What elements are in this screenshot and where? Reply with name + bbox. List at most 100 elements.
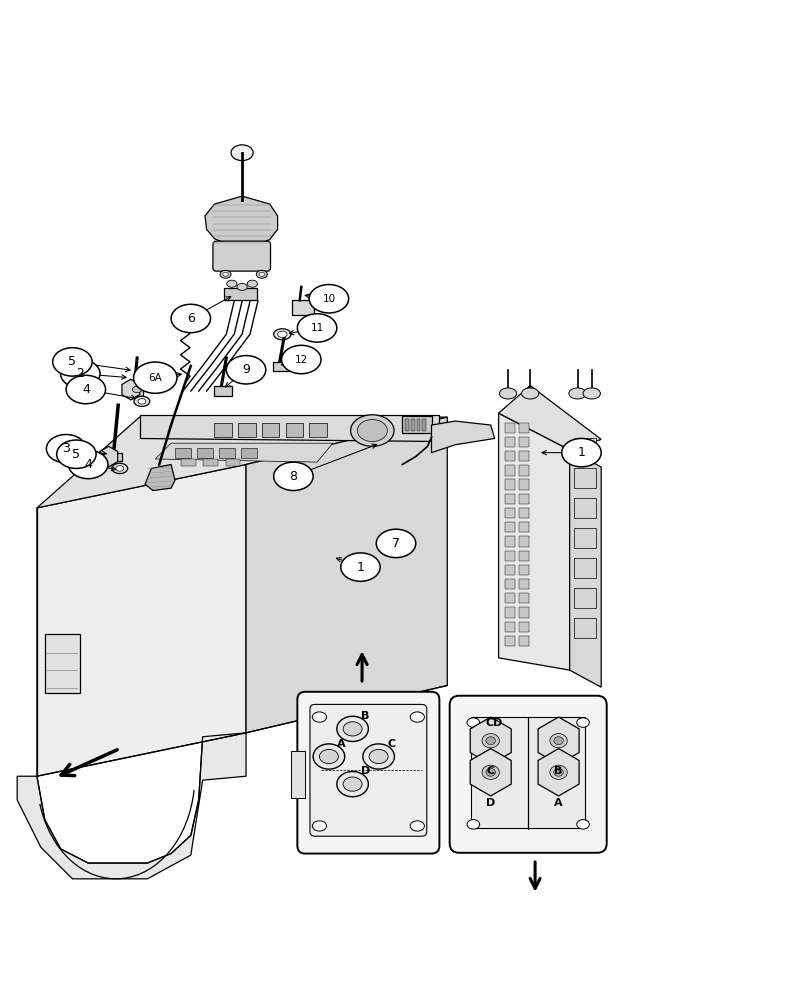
- Polygon shape: [499, 413, 569, 670]
- Polygon shape: [37, 417, 447, 508]
- Bar: [291, 751, 305, 798]
- Bar: [181, 459, 196, 466]
- Ellipse shape: [562, 438, 601, 467]
- Bar: [573, 618, 596, 638]
- FancyBboxPatch shape: [297, 692, 440, 854]
- Bar: [262, 423, 280, 437]
- Ellipse shape: [132, 386, 142, 393]
- Bar: [505, 607, 515, 618]
- Bar: [417, 419, 421, 431]
- Text: 4: 4: [84, 458, 92, 471]
- FancyBboxPatch shape: [450, 696, 607, 853]
- Polygon shape: [17, 733, 246, 879]
- Bar: [226, 459, 240, 466]
- Ellipse shape: [583, 388, 600, 399]
- Ellipse shape: [554, 768, 563, 776]
- Ellipse shape: [521, 388, 539, 399]
- Text: 4: 4: [82, 383, 89, 396]
- Polygon shape: [205, 196, 278, 246]
- Ellipse shape: [319, 749, 338, 764]
- Text: 5: 5: [72, 448, 80, 461]
- Bar: [573, 438, 596, 458]
- Bar: [505, 551, 515, 561]
- Ellipse shape: [274, 462, 313, 491]
- Text: C: C: [486, 766, 495, 776]
- Text: D: D: [486, 798, 495, 808]
- Bar: [505, 437, 515, 447]
- Ellipse shape: [134, 362, 177, 393]
- Bar: [273, 362, 288, 371]
- Text: 2: 2: [76, 367, 84, 380]
- Text: 6A: 6A: [148, 373, 162, 383]
- Text: 9: 9: [242, 363, 250, 376]
- Text: 11: 11: [310, 323, 324, 333]
- Ellipse shape: [486, 768, 496, 776]
- Text: 12: 12: [295, 355, 308, 365]
- Bar: [519, 607, 529, 618]
- Bar: [505, 522, 515, 532]
- Bar: [291, 300, 314, 315]
- Bar: [215, 423, 232, 437]
- Ellipse shape: [467, 718, 480, 727]
- Ellipse shape: [223, 272, 228, 276]
- Bar: [519, 423, 529, 433]
- Ellipse shape: [550, 765, 567, 779]
- Text: 10: 10: [322, 294, 336, 304]
- Bar: [45, 634, 80, 693]
- Ellipse shape: [297, 314, 337, 342]
- Text: 3: 3: [62, 442, 70, 455]
- Bar: [505, 479, 515, 490]
- Ellipse shape: [68, 450, 108, 479]
- Bar: [519, 565, 529, 575]
- Ellipse shape: [278, 331, 287, 337]
- Polygon shape: [499, 386, 601, 450]
- Text: CD: CD: [486, 718, 504, 728]
- Bar: [519, 593, 529, 603]
- Text: 7: 7: [392, 537, 400, 550]
- Bar: [411, 419, 415, 431]
- Ellipse shape: [337, 716, 368, 742]
- Bar: [505, 508, 515, 518]
- Bar: [573, 468, 596, 488]
- Bar: [204, 459, 218, 466]
- Ellipse shape: [410, 821, 425, 831]
- Polygon shape: [139, 415, 440, 441]
- Ellipse shape: [500, 388, 516, 399]
- Polygon shape: [569, 450, 601, 687]
- FancyBboxPatch shape: [310, 704, 427, 836]
- Bar: [519, 479, 529, 490]
- Bar: [505, 536, 515, 547]
- Bar: [106, 453, 122, 461]
- Ellipse shape: [231, 145, 253, 161]
- Text: B: B: [554, 766, 563, 776]
- Bar: [505, 622, 515, 632]
- Bar: [519, 465, 529, 476]
- Bar: [573, 498, 596, 518]
- Bar: [519, 494, 529, 504]
- Bar: [406, 419, 409, 431]
- Ellipse shape: [313, 744, 345, 769]
- Text: 1: 1: [356, 561, 364, 574]
- Ellipse shape: [554, 737, 563, 745]
- Bar: [471, 717, 585, 828]
- Ellipse shape: [486, 737, 496, 745]
- Polygon shape: [37, 464, 246, 776]
- Bar: [505, 465, 515, 476]
- Ellipse shape: [577, 820, 589, 829]
- Ellipse shape: [309, 285, 348, 313]
- Ellipse shape: [66, 375, 105, 404]
- Ellipse shape: [312, 712, 326, 722]
- Bar: [519, 451, 529, 461]
- Bar: [219, 448, 235, 458]
- Ellipse shape: [53, 348, 92, 376]
- Bar: [519, 522, 529, 532]
- Ellipse shape: [369, 749, 388, 764]
- Bar: [175, 448, 191, 458]
- Text: 6: 6: [187, 312, 195, 325]
- Ellipse shape: [312, 821, 326, 831]
- Ellipse shape: [351, 415, 394, 446]
- Ellipse shape: [410, 712, 425, 722]
- Ellipse shape: [227, 280, 237, 287]
- Bar: [519, 437, 529, 447]
- Bar: [505, 423, 515, 433]
